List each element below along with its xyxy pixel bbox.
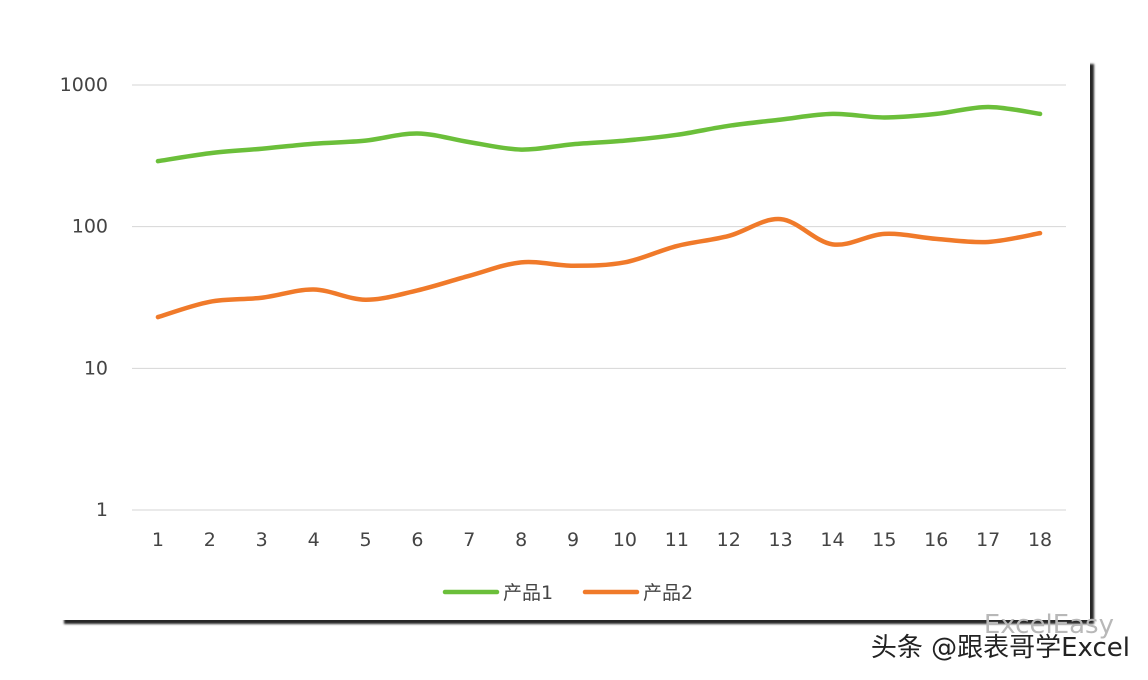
gridlines <box>132 84 1066 511</box>
x-tick-label: 18 <box>1028 529 1052 551</box>
y-tick-label: 100 <box>72 216 108 238</box>
series-line-1 <box>155 104 1043 164</box>
x-tick-label: 8 <box>515 529 527 551</box>
x-tick-label: 16 <box>924 529 948 551</box>
x-tick-label: 11 <box>665 529 689 551</box>
legend-label: 产品2 <box>643 582 693 604</box>
x-tick-label: 4 <box>308 529 320 551</box>
series-line-2 <box>155 216 1043 320</box>
watermark-ghost: ExcelEasy <box>983 610 1114 640</box>
x-tick-label: 10 <box>613 529 637 551</box>
y-tick-label: 10 <box>84 357 108 379</box>
y-tick-label: 1 <box>96 499 108 521</box>
series-lines <box>155 104 1043 320</box>
x-tick-label: 9 <box>567 529 579 551</box>
x-tick-label: 1 <box>152 529 164 551</box>
x-tick-label: 3 <box>256 529 268 551</box>
legend: 产品1 产品2 <box>442 582 693 604</box>
y-axis: 1 10 100 1000 <box>60 74 108 521</box>
x-tick-label: 2 <box>204 529 216 551</box>
watermark: 头条 @跟表哥学Excel <box>870 633 1130 663</box>
y-tick-label: 1000 <box>60 74 108 96</box>
x-tick-label: 15 <box>872 529 896 551</box>
x-tick-label: 17 <box>976 529 1000 551</box>
x-axis: 1 2 3 4 5 6 7 8 9 10 11 12 13 14 15 16 17 18 <box>152 529 1052 551</box>
x-tick-label: 12 <box>717 529 741 551</box>
x-tick-label: 13 <box>769 529 793 551</box>
x-tick-label: 5 <box>359 529 371 551</box>
x-tick-label: 6 <box>411 529 423 551</box>
legend-label: 产品1 <box>503 582 553 604</box>
x-tick-label: 14 <box>820 529 844 551</box>
x-tick-label: 7 <box>463 529 475 551</box>
chart-container: 1 10 100 1000 1 2 3 4 5 6 7 8 9 10 11 12 13 14 15 16 17 18 产… <box>60 60 1090 620</box>
